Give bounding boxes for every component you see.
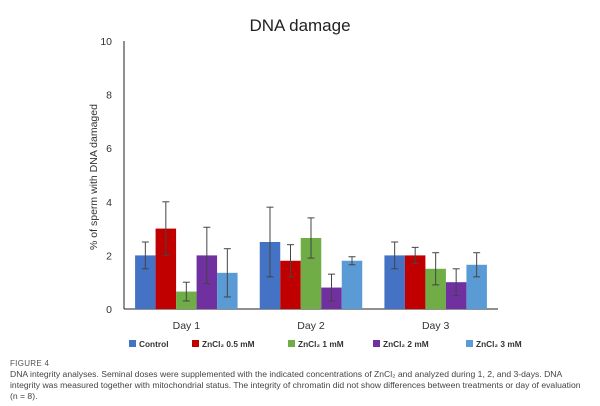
legend-swatch [288, 340, 295, 347]
bar [280, 260, 301, 309]
x-category-label: Day 3 [422, 320, 450, 332]
y-tick-label: 10 [100, 36, 112, 48]
bar [466, 264, 487, 309]
legend-entry-label: ZnCl₂ 1 mM [298, 339, 344, 349]
figure-caption: DNA integrity analyses. Seminal doses we… [10, 369, 581, 401]
bar [425, 268, 446, 309]
bar [384, 255, 405, 309]
dna-damage-bar-chart: DNA damage % of sperm with DNA damaged 0… [88, 16, 522, 349]
bar [300, 237, 322, 309]
chart-title: DNA damage [249, 16, 350, 35]
figure-label: FIGURE 4 [10, 359, 50, 368]
legend-entry-label: ZnCl₂ 0.5 mM [202, 339, 255, 349]
y-tick-label: 2 [106, 250, 112, 262]
legend-swatch [129, 340, 136, 347]
bar [135, 255, 156, 309]
bar [155, 228, 177, 309]
legend-swatch [192, 340, 199, 347]
x-category-label: Day 2 [297, 320, 325, 332]
legend-swatch [373, 340, 380, 347]
y-tick-label: 8 [106, 90, 112, 102]
legend-entry-label: ZnCl₂ 3 mM [476, 339, 522, 349]
y-tick-label: 4 [106, 197, 112, 209]
y-axis-label: % of sperm with DNA damaged [88, 104, 100, 250]
legend-entry-label: Control [139, 339, 169, 349]
bar [341, 260, 363, 309]
legend-swatch [466, 340, 473, 347]
bar [404, 255, 426, 309]
y-tick-label: 6 [106, 143, 112, 155]
x-category-label: Day 1 [173, 320, 201, 332]
y-tick-label: 0 [106, 304, 112, 316]
legend-entry-label: ZnCl₂ 2 mM [383, 339, 429, 349]
